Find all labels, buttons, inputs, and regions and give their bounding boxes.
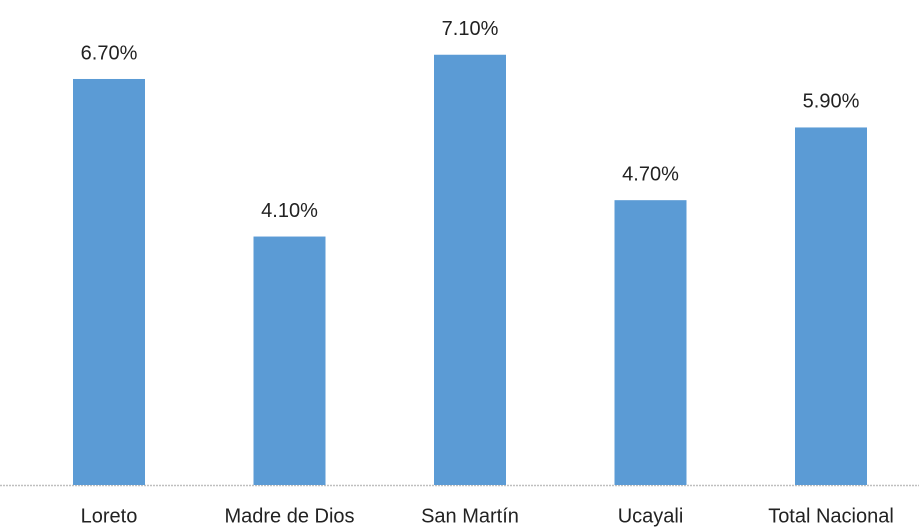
value-label: 5.90% [803, 91, 860, 113]
x-tick-label: Total Nacional [768, 505, 894, 527]
x-tick-label: Ucayali [618, 505, 684, 527]
x-tick-label: Madre de Dios [224, 505, 354, 527]
bar [614, 200, 687, 485]
value-label: 4.70% [622, 163, 679, 185]
value-label: 4.10% [261, 200, 318, 222]
bar [253, 236, 326, 485]
value-label: 7.10% [442, 18, 499, 40]
bar [434, 54, 506, 486]
x-tick-label: San Martín [421, 505, 519, 527]
x-tick-label: Loreto [81, 505, 138, 527]
value-label: 6.70% [81, 42, 138, 64]
bar [73, 78, 145, 485]
bar [795, 127, 867, 486]
